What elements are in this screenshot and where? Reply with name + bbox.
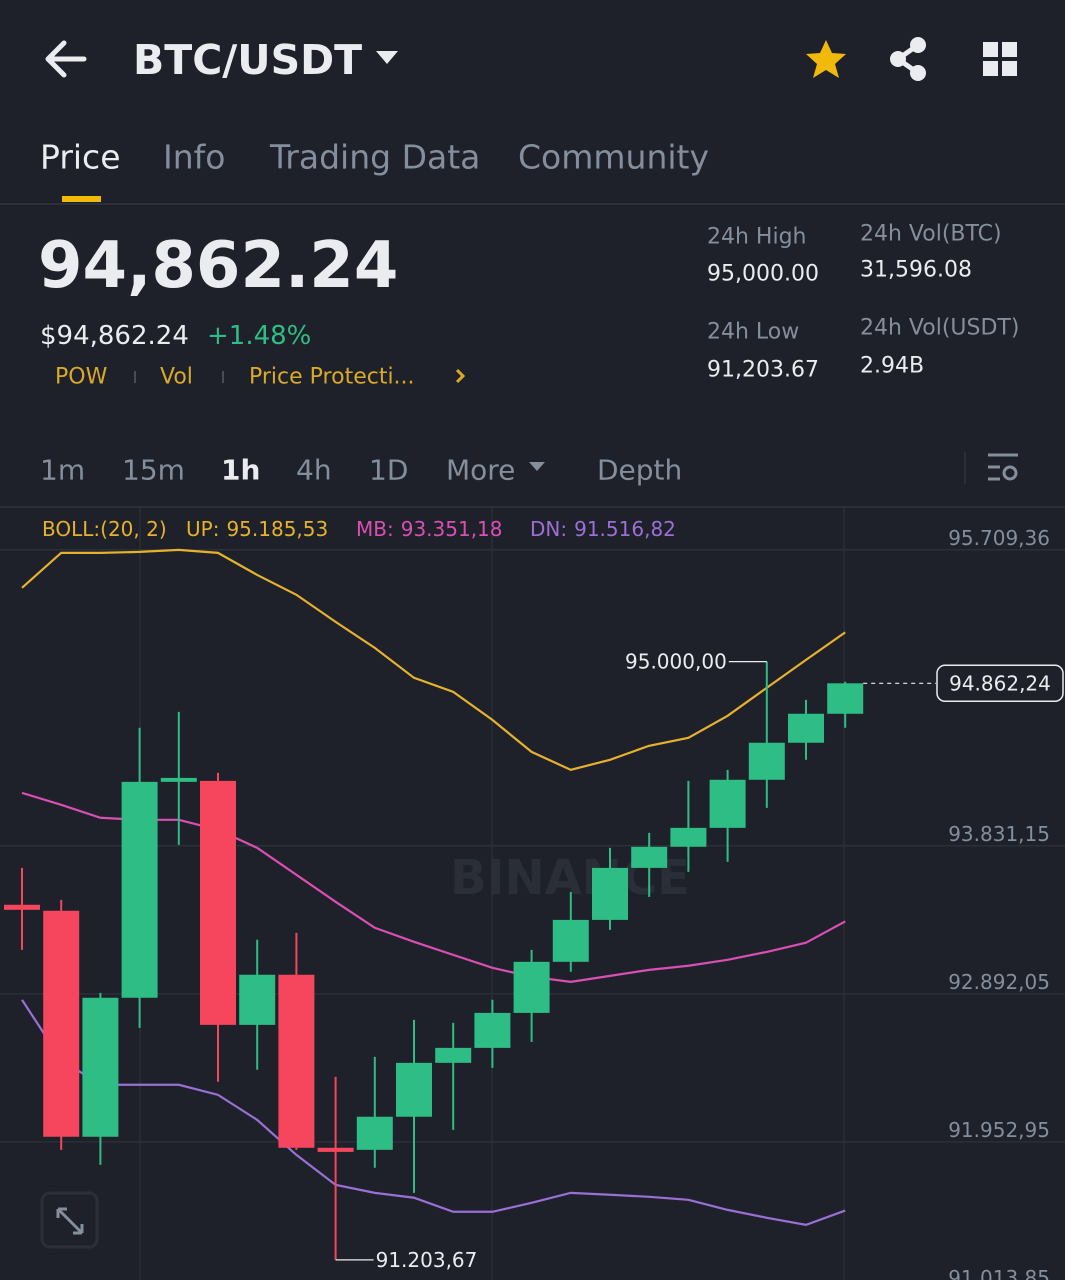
- candle-body: [239, 974, 276, 1025]
- legend-value: 93.351,18: [401, 517, 503, 541]
- y-tick-label: 93.831,15: [948, 822, 1050, 846]
- back-button[interactable]: [45, 40, 87, 78]
- stat-value: 31,596.08: [860, 258, 972, 283]
- tab[interactable]: Trading Data: [269, 138, 480, 177]
- y-tick-label: 91.952,95: [948, 1118, 1050, 1142]
- y-tick-label: 91.013,85: [948, 1266, 1050, 1280]
- pair-dropdown[interactable]: [376, 51, 398, 64]
- tag[interactable]: Price Protecti...: [249, 365, 415, 390]
- legend-value: 91.516,82: [574, 517, 676, 541]
- y-tick-label: 95.709,36: [948, 526, 1050, 550]
- stat-label: 24h Vol(BTC): [860, 222, 1002, 247]
- tag-chevron[interactable]: [455, 368, 466, 384]
- interval[interactable]: Depth: [597, 454, 682, 487]
- tag[interactable]: POW: [55, 365, 108, 390]
- candle-body: [709, 779, 746, 828]
- interval[interactable]: 15m: [122, 454, 185, 487]
- candle-body: [748, 742, 785, 780]
- indicator-line: [21, 791, 846, 983]
- favorite-star[interactable]: [806, 40, 846, 78]
- tab[interactable]: Community: [518, 138, 709, 177]
- candle-body: [513, 961, 550, 1013]
- interval[interactable]: More: [446, 454, 515, 487]
- candle-body: [631, 846, 668, 868]
- legend-entry: DN: 91.516,82: [530, 517, 676, 541]
- candle-body: [356, 1116, 393, 1150]
- tag[interactable]: Vol: [160, 365, 193, 390]
- candle-body: [82, 997, 119, 1137]
- tag-separator: [134, 371, 136, 383]
- candle-body: [552, 919, 589, 962]
- stat-label: 24h High: [707, 225, 807, 250]
- more-dropdown[interactable]: [529, 462, 545, 471]
- legend-name: MB:: [356, 517, 394, 541]
- interval[interactable]: 4h: [296, 454, 332, 487]
- grid-menu[interactable]: [983, 42, 1017, 76]
- candle-body: [317, 1147, 354, 1152]
- indicator-line: [21, 548, 846, 772]
- annotation-label: 95.000,00: [625, 650, 727, 674]
- legend-entry: MB: 93.351,18: [356, 517, 503, 541]
- separator: [964, 452, 966, 484]
- y-tick-label: 92.892,05: [948, 970, 1050, 994]
- tab[interactable]: Price: [40, 138, 121, 177]
- candle-body: [121, 781, 158, 998]
- chart-settings[interactable]: [988, 453, 1018, 481]
- candle-body: [160, 777, 197, 782]
- legend-name: DN:: [530, 517, 567, 541]
- stat-label: 24h Low: [707, 320, 799, 345]
- candle-body: [670, 827, 707, 847]
- tag-separator: [222, 371, 224, 383]
- tab[interactable]: Info: [163, 138, 225, 177]
- pair-title[interactable]: BTC/USDT: [133, 36, 362, 84]
- last-price: 94,862.24: [38, 229, 398, 303]
- candle-body: [474, 1012, 511, 1048]
- candle-body: [43, 910, 80, 1137]
- candle-body: [788, 713, 824, 743]
- stat-value: 95,000.00: [707, 262, 819, 287]
- candle-body: [396, 1062, 432, 1117]
- annotation-label: 91.203,67: [376, 1248, 478, 1272]
- interval[interactable]: 1m: [40, 454, 85, 487]
- last-price-tag: [936, 664, 1064, 703]
- price-change: +1.48%: [207, 321, 311, 351]
- share-button[interactable]: [890, 37, 926, 81]
- legend-name: UP:: [186, 517, 219, 541]
- interval[interactable]: 1D: [369, 454, 408, 487]
- legend-entry: UP: 95.185,53: [186, 517, 328, 541]
- candle-body: [4, 904, 40, 910]
- candle-body: [592, 867, 628, 920]
- stat-label: 24h Vol(USDT): [860, 316, 1019, 341]
- candle-body: [435, 1047, 472, 1063]
- expand-button[interactable]: [40, 1191, 99, 1249]
- stat-value: 91,203.67: [707, 358, 819, 383]
- tab-indicator: [62, 196, 101, 202]
- price-usd: $94,862.24: [40, 321, 189, 351]
- stat-value: 2.94B: [860, 354, 924, 379]
- indicator-line: [21, 999, 846, 1226]
- last-price-label: 94.862,24: [949, 671, 1051, 695]
- candle-body: [200, 780, 236, 1025]
- interval[interactable]: 1h: [221, 454, 260, 487]
- indicator-label: BOLL:(20, 2): [42, 517, 167, 541]
- candle-body: [278, 974, 315, 1148]
- candle-body: [827, 683, 864, 714]
- legend-value: 95.185,53: [226, 517, 328, 541]
